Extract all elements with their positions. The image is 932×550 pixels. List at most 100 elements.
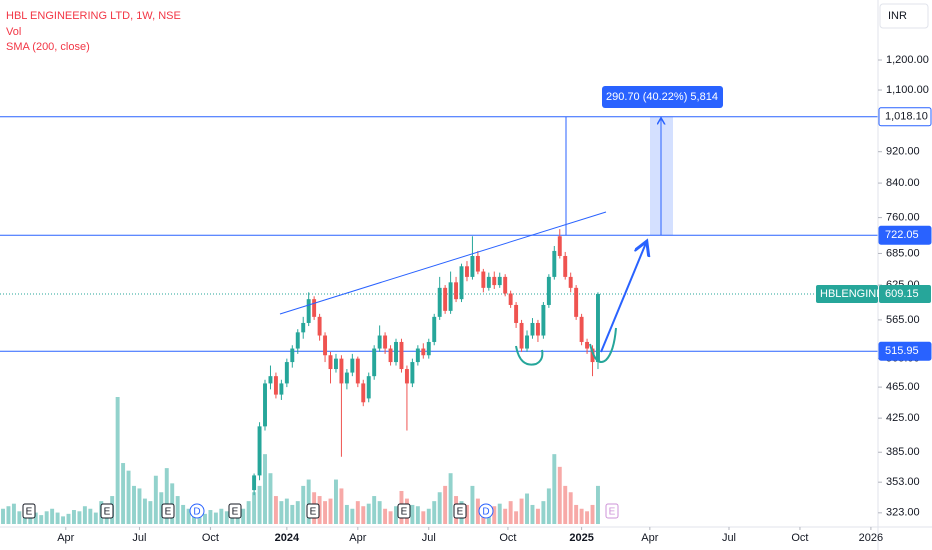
volume-bar — [82, 506, 87, 524]
event-label: E — [609, 507, 616, 518]
candle-body — [535, 322, 540, 336]
level-label-box — [878, 341, 932, 361]
candle-body — [284, 362, 289, 384]
candle-body — [557, 236, 562, 256]
volume-bar — [328, 498, 333, 524]
volume-bar — [448, 473, 453, 524]
y-tick-label: 1,100.00 — [886, 84, 929, 96]
volume-bar — [213, 512, 218, 524]
volume-bar — [306, 479, 311, 524]
volume-bar — [93, 512, 98, 524]
volume-bar — [535, 508, 540, 524]
event-marker — [228, 503, 242, 519]
event-marker — [161, 503, 175, 519]
volume-bar — [366, 503, 371, 524]
x-tick-label: Jul — [722, 532, 736, 544]
volume-bar — [421, 511, 426, 524]
measure-label-box — [602, 86, 723, 108]
candle-body — [410, 362, 415, 384]
volume-bar — [339, 488, 344, 524]
arrow — [600, 243, 646, 353]
candle-body — [383, 335, 388, 349]
event-label: E — [26, 507, 33, 518]
volume-bar — [88, 508, 93, 524]
event-marker — [22, 503, 36, 519]
candle-body — [334, 358, 338, 370]
volume-bar — [492, 506, 497, 524]
candle-body — [579, 316, 584, 342]
symbol-box — [816, 284, 878, 303]
level-label-box — [878, 225, 932, 245]
volume-bar — [246, 501, 251, 524]
candle-body — [366, 376, 371, 399]
volume-bar — [557, 466, 562, 524]
event-label: E — [401, 507, 408, 518]
candle-body — [574, 287, 579, 317]
volume-bar — [574, 504, 579, 524]
currency-box[interactable] — [879, 3, 929, 29]
x-tick-label: Oct — [791, 532, 808, 544]
volume-bar — [355, 501, 360, 524]
symbol-label: HBLENGINE — [820, 288, 884, 300]
candle-body — [459, 266, 464, 300]
volume-bar — [71, 510, 76, 524]
x-tick-label: Apr — [349, 532, 366, 544]
volume-bar — [17, 511, 22, 524]
volume-bar — [361, 506, 366, 524]
volume-bar — [241, 508, 246, 524]
candle-body — [415, 348, 420, 363]
level-label: 515.95 — [885, 345, 919, 357]
volume-bar — [432, 501, 437, 524]
volume-bar — [519, 498, 524, 524]
volume-bar — [295, 501, 300, 524]
candle-body — [372, 348, 377, 377]
volume-bar — [437, 492, 442, 524]
candle-body — [541, 304, 546, 336]
candle-body — [481, 271, 486, 288]
candle-body — [268, 376, 273, 384]
candle-body — [448, 282, 453, 311]
candle-body — [596, 293, 600, 363]
volume-bar — [585, 511, 590, 524]
candle-body — [552, 250, 557, 277]
volume-bar — [541, 501, 546, 524]
candle-body — [519, 322, 524, 349]
volume-bar — [208, 510, 213, 524]
candle-body — [263, 383, 267, 427]
candle-body — [426, 341, 431, 356]
candle-body — [252, 475, 257, 491]
candle-body — [328, 355, 333, 370]
volume-bar — [126, 470, 131, 524]
volume-bar — [503, 508, 508, 524]
volume-bar — [268, 473, 273, 524]
event-label: E — [104, 507, 111, 518]
x-tick-label: Oct — [499, 532, 516, 544]
volume-bar — [159, 492, 164, 524]
volume-bar — [596, 485, 600, 524]
candle-body — [454, 282, 459, 300]
candle-body — [273, 376, 278, 395]
volume-bar — [377, 501, 382, 524]
volume-bar — [203, 513, 207, 524]
candle-body — [546, 276, 551, 305]
candle-body — [404, 369, 409, 384]
candle-body — [306, 299, 311, 323]
volume-bar — [33, 512, 38, 524]
volume-bar — [323, 501, 328, 524]
candle-body — [475, 255, 480, 272]
last-price-box — [879, 284, 931, 303]
x-tick-label: Apr — [641, 532, 658, 544]
candle-body — [432, 316, 437, 342]
candle-body — [585, 341, 590, 349]
candle-body — [323, 335, 328, 356]
currency[interactable]: INR — [888, 10, 907, 22]
last-price-label: 609.15 — [885, 288, 919, 300]
candle-body — [514, 304, 519, 323]
volume-bar — [263, 454, 267, 524]
y-tick-label: 840.00 — [886, 177, 920, 189]
volume-bar — [284, 498, 289, 524]
candle-body — [530, 322, 535, 336]
volume-bar — [142, 498, 147, 524]
volume-bar — [514, 511, 519, 524]
volume-bar — [317, 496, 322, 524]
